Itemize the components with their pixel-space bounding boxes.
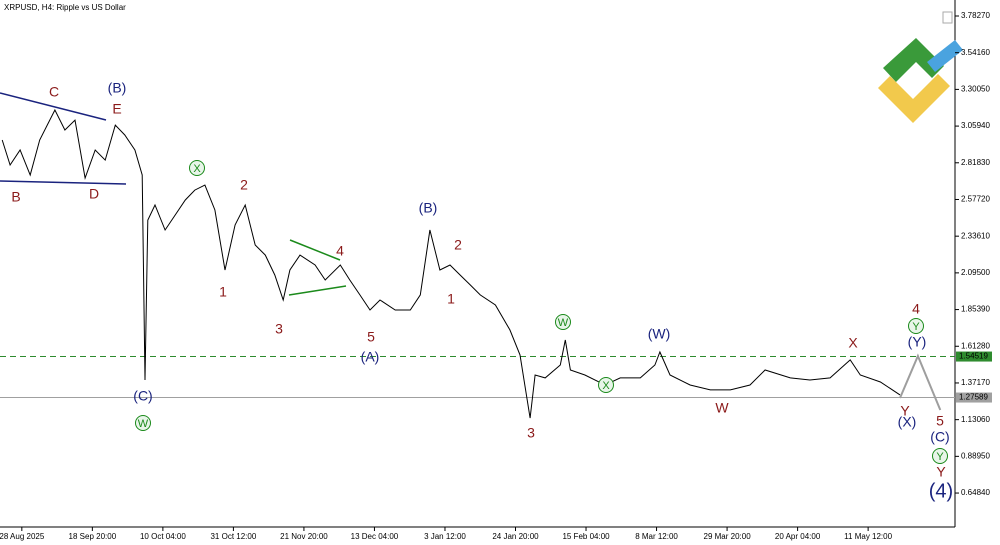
wave-label: 1 bbox=[219, 284, 227, 300]
x-tick-label: 11 May 12:00 bbox=[844, 532, 892, 541]
wave-circle bbox=[598, 377, 614, 393]
wave-label: (A) bbox=[361, 349, 380, 365]
wave-circle bbox=[932, 448, 948, 464]
logo bbox=[878, 38, 963, 123]
y-tick-label: 1.13060 bbox=[961, 415, 990, 424]
price-label: 1.54519 bbox=[959, 352, 988, 361]
y-tick-label: 0.64840 bbox=[961, 488, 990, 497]
x-tick-label: 28 Aug 2025 bbox=[0, 532, 45, 541]
wave-label: W bbox=[138, 418, 149, 430]
wave-label: Y bbox=[912, 321, 920, 333]
price-label: 1.27589 bbox=[959, 393, 988, 402]
wave-circle bbox=[908, 318, 924, 334]
wave-label: 3 bbox=[275, 321, 283, 337]
trend-line bbox=[0, 92, 107, 121]
x-tick-label: 3 Jan 12:00 bbox=[424, 532, 466, 541]
x-tick-label: 8 Mar 12:00 bbox=[635, 532, 678, 541]
y-tick-label: 2.09500 bbox=[961, 268, 990, 277]
wave-label: (X) bbox=[898, 414, 917, 430]
wave-label: 4 bbox=[336, 243, 344, 259]
x-tick-label: 21 Nov 20:00 bbox=[280, 532, 328, 541]
x-tick-label: 29 Mar 20:00 bbox=[704, 532, 752, 541]
y-tick-label: 3.54160 bbox=[961, 48, 990, 57]
wave-circle bbox=[189, 160, 205, 176]
y-tick-label: 2.33610 bbox=[961, 231, 990, 240]
y-tick-label: 1.61280 bbox=[961, 341, 990, 350]
price-line-series bbox=[899, 353, 942, 411]
wave-label: X bbox=[848, 335, 858, 351]
wave-label: (B) bbox=[108, 80, 127, 96]
wave-label: X bbox=[602, 380, 610, 392]
y-tick-label: 1.37170 bbox=[961, 378, 990, 387]
wave-label: W bbox=[558, 317, 569, 329]
price-line-series bbox=[1, 108, 901, 419]
wave-label: D bbox=[89, 186, 99, 202]
wave-label: (W) bbox=[648, 326, 671, 342]
chart-title: XRPUSD, H4: Ripple vs US Dollar bbox=[4, 3, 126, 12]
y-tick-label: 2.81830 bbox=[961, 158, 990, 167]
wave-label: 3 bbox=[527, 425, 535, 441]
triangle-line bbox=[289, 239, 341, 261]
wave-label: 5 bbox=[367, 329, 375, 345]
wave-label: X bbox=[193, 163, 201, 175]
y-tick-label: 1.85390 bbox=[961, 305, 990, 314]
wave-label: Y bbox=[900, 403, 910, 419]
wave-label: 5 bbox=[936, 413, 944, 429]
x-tick-label: 24 Jan 20:00 bbox=[492, 532, 539, 541]
wave-label: (B) bbox=[419, 200, 438, 216]
wave-label: B bbox=[11, 189, 20, 205]
wave-circle bbox=[555, 314, 571, 330]
y-tick-label: 3.30050 bbox=[961, 85, 990, 94]
y-tick-label: 2.57720 bbox=[961, 195, 990, 204]
wave-label: Y bbox=[936, 451, 944, 463]
triangle-line bbox=[288, 285, 347, 296]
y-tick-label: 0.88950 bbox=[961, 451, 990, 460]
wave-label: Y bbox=[936, 464, 946, 480]
wave-label: (C) bbox=[930, 429, 949, 445]
y-tick-label: 3.78270 bbox=[961, 11, 990, 20]
trend-line bbox=[0, 180, 127, 185]
wave-label: (Y) bbox=[908, 334, 927, 350]
wave-label: 1 bbox=[447, 291, 455, 307]
wave-label: 2 bbox=[454, 237, 462, 253]
x-tick-label: 13 Dec 04:00 bbox=[351, 532, 399, 541]
y-tick-label: 3.05940 bbox=[961, 121, 990, 130]
wave-label: E bbox=[112, 101, 121, 117]
x-tick-label: 20 Apr 04:00 bbox=[775, 532, 821, 541]
wave-label: W bbox=[715, 400, 729, 416]
wave-label: (4) bbox=[929, 480, 953, 502]
wave-label: 4 bbox=[912, 301, 920, 317]
scroll-icon bbox=[942, 11, 953, 24]
x-tick-label: 18 Sep 20:00 bbox=[69, 532, 117, 541]
wave-label: 2 bbox=[240, 177, 248, 193]
price-box bbox=[956, 392, 992, 403]
price-box bbox=[956, 351, 992, 362]
x-tick-label: 31 Oct 12:00 bbox=[210, 532, 256, 541]
wave-label: C bbox=[49, 84, 59, 100]
wave-label: (C) bbox=[133, 388, 152, 404]
x-tick-label: 15 Feb 04:00 bbox=[562, 532, 610, 541]
wave-circle bbox=[135, 415, 151, 431]
x-tick-label: 10 Oct 04:00 bbox=[140, 532, 186, 541]
